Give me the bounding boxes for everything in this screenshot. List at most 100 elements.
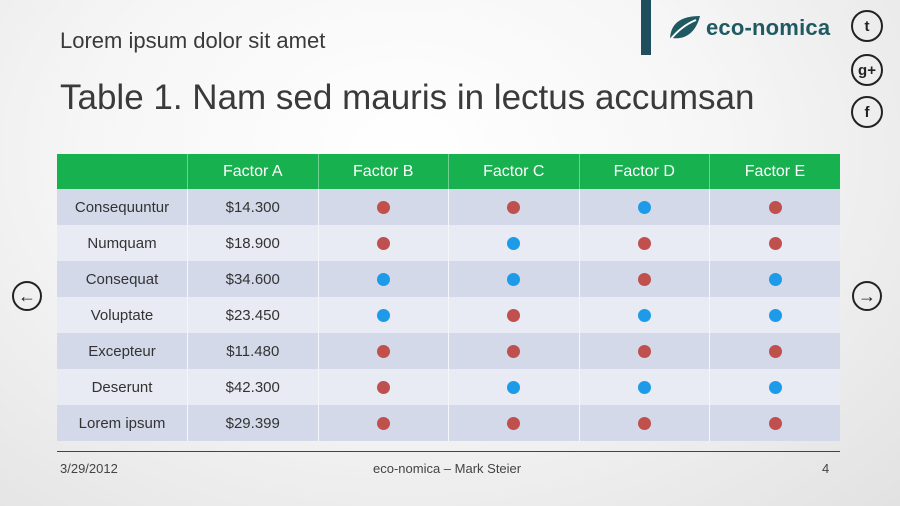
factor-cell xyxy=(318,297,449,333)
factor-cell xyxy=(579,405,710,441)
factor-cell xyxy=(579,333,710,369)
factor-cell xyxy=(448,369,580,405)
row-label: Numquam xyxy=(57,225,188,261)
factor-cell xyxy=(709,189,840,225)
leaf-icon xyxy=(669,16,700,41)
slide-subtitle: Lorem ipsum dolor sit amet xyxy=(60,28,326,53)
brand-bar xyxy=(641,0,651,55)
red-dot-icon xyxy=(768,201,782,215)
blue-dot-icon xyxy=(768,273,782,287)
red-dot-icon xyxy=(507,345,521,359)
factor-cell xyxy=(318,333,449,369)
factor-cell xyxy=(318,369,449,405)
factor-cell xyxy=(709,369,840,405)
factor-cell xyxy=(579,297,710,333)
blue-dot-icon xyxy=(768,381,782,395)
header-cell: Factor E xyxy=(709,154,840,189)
factor-cell xyxy=(448,225,580,261)
header-cell: Factor B xyxy=(318,154,449,189)
footer-date: 3/29/2012 xyxy=(60,461,118,476)
blue-dot-icon xyxy=(637,201,651,215)
factor-cell xyxy=(448,333,580,369)
row-label: Voluptate xyxy=(57,297,188,333)
red-dot-icon xyxy=(637,417,651,431)
factor-cell xyxy=(448,189,580,225)
blue-dot-icon xyxy=(507,381,521,395)
factor-cell xyxy=(579,261,710,297)
table-header-row: Factor A Factor B Factor C Factor D Fact… xyxy=(57,154,840,189)
table-row: Consequat $34.600 xyxy=(57,261,840,297)
factor-cell xyxy=(709,225,840,261)
facebook-icon[interactable]: f xyxy=(851,96,883,128)
red-dot-icon xyxy=(768,417,782,431)
factor-cell xyxy=(579,225,710,261)
red-dot-icon xyxy=(637,345,651,359)
red-dot-icon xyxy=(376,201,390,215)
row-label: Consequuntur xyxy=(57,189,188,225)
factor-cell xyxy=(709,333,840,369)
table-row: Consequuntur $14.300 xyxy=(57,189,840,225)
factor-table: Factor A Factor B Factor C Factor D Fact… xyxy=(57,154,840,441)
header-cell: Factor D xyxy=(579,154,710,189)
factor-a-value: $42.300 xyxy=(187,369,319,405)
blue-dot-icon xyxy=(376,273,390,287)
red-dot-icon xyxy=(768,345,782,359)
red-dot-icon xyxy=(637,237,651,251)
row-label: Lorem ipsum xyxy=(57,405,188,441)
footer-divider xyxy=(57,451,840,452)
factor-cell xyxy=(709,405,840,441)
factor-cell xyxy=(448,261,580,297)
factor-cell xyxy=(318,405,449,441)
header-cell: Factor C xyxy=(448,154,580,189)
row-label: Deserunt xyxy=(57,369,188,405)
blue-dot-icon xyxy=(768,309,782,323)
table-row: Voluptate $23.450 xyxy=(57,297,840,333)
factor-a-value: $29.399 xyxy=(187,405,319,441)
table-row: Excepteur $11.480 xyxy=(57,333,840,369)
red-dot-icon xyxy=(507,309,521,323)
blue-dot-icon xyxy=(637,381,651,395)
factor-a-value: $23.450 xyxy=(187,297,319,333)
factor-a-value: $34.600 xyxy=(187,261,319,297)
brand-name: eco-nomica xyxy=(706,15,831,40)
blue-dot-icon xyxy=(376,309,390,323)
factor-cell xyxy=(709,297,840,333)
blue-dot-icon xyxy=(637,309,651,323)
blue-dot-icon xyxy=(507,237,521,251)
table-row: Lorem ipsum $29.399 xyxy=(57,405,840,441)
red-dot-icon xyxy=(637,273,651,287)
factor-a-value: $18.900 xyxy=(187,225,319,261)
red-dot-icon xyxy=(768,237,782,251)
table-row: Deserunt $42.300 xyxy=(57,369,840,405)
twitter-icon[interactable]: t xyxy=(851,10,883,42)
factor-a-value: $14.300 xyxy=(187,189,319,225)
red-dot-icon xyxy=(376,237,390,251)
factor-cell xyxy=(579,369,710,405)
table-row: Numquam $18.900 xyxy=(57,225,840,261)
red-dot-icon xyxy=(507,201,521,215)
brand-logo: eco-nomica xyxy=(666,8,830,48)
blue-dot-icon xyxy=(507,273,521,287)
red-dot-icon xyxy=(376,381,390,395)
googleplus-icon[interactable]: g+ xyxy=(851,54,883,86)
factor-a-value: $11.480 xyxy=(187,333,319,369)
red-dot-icon xyxy=(376,345,390,359)
factor-cell xyxy=(709,261,840,297)
red-dot-icon xyxy=(507,417,521,431)
factor-cell xyxy=(579,189,710,225)
header-cell: Factor A xyxy=(187,154,319,189)
factor-cell xyxy=(448,297,580,333)
factor-cell xyxy=(318,261,449,297)
row-label: Consequat xyxy=(57,261,188,297)
factor-cell xyxy=(318,189,449,225)
footer-title: eco-nomica – Mark Steier xyxy=(373,461,522,476)
red-dot-icon xyxy=(376,417,390,431)
next-arrow-icon[interactable]: → xyxy=(852,281,882,311)
row-label: Excepteur xyxy=(57,333,188,369)
header-cell xyxy=(57,154,188,189)
factor-cell xyxy=(318,225,449,261)
page-number: 4 xyxy=(822,461,830,476)
prev-arrow-icon[interactable]: ← xyxy=(12,281,42,311)
slide-title: Table 1. Nam sed mauris in lectus accums… xyxy=(60,78,755,117)
factor-cell xyxy=(448,405,580,441)
